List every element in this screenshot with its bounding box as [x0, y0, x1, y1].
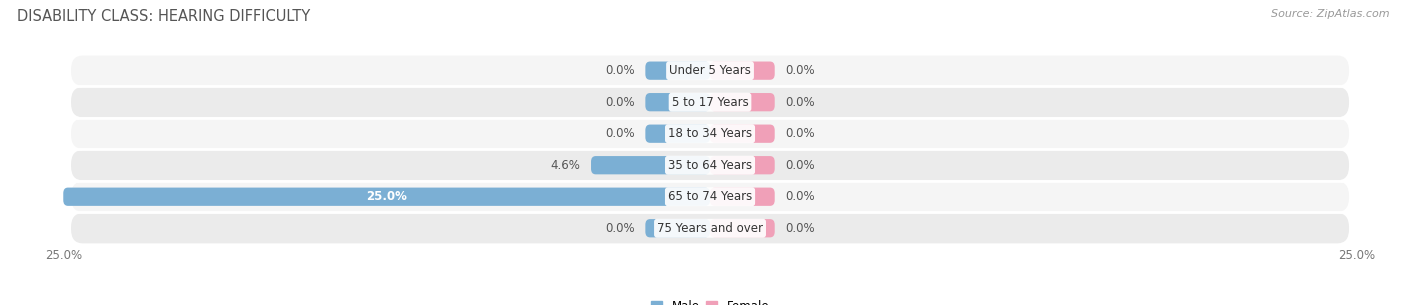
- Text: 18 to 34 Years: 18 to 34 Years: [668, 127, 752, 140]
- Text: Under 5 Years: Under 5 Years: [669, 64, 751, 77]
- Text: 0.0%: 0.0%: [785, 222, 814, 235]
- Text: 0.0%: 0.0%: [785, 127, 814, 140]
- FancyBboxPatch shape: [72, 213, 1348, 243]
- FancyBboxPatch shape: [72, 119, 1348, 149]
- Text: 5 to 17 Years: 5 to 17 Years: [672, 96, 748, 109]
- Text: 0.0%: 0.0%: [785, 96, 814, 109]
- Text: 35 to 64 Years: 35 to 64 Years: [668, 159, 752, 172]
- FancyBboxPatch shape: [645, 219, 710, 237]
- FancyBboxPatch shape: [710, 62, 775, 80]
- FancyBboxPatch shape: [710, 124, 775, 143]
- FancyBboxPatch shape: [710, 156, 775, 174]
- FancyBboxPatch shape: [72, 150, 1348, 180]
- Text: Source: ZipAtlas.com: Source: ZipAtlas.com: [1271, 9, 1389, 19]
- FancyBboxPatch shape: [645, 124, 710, 143]
- Text: 4.6%: 4.6%: [551, 159, 581, 172]
- Text: 0.0%: 0.0%: [785, 159, 814, 172]
- Text: 75 Years and over: 75 Years and over: [657, 222, 763, 235]
- FancyBboxPatch shape: [710, 219, 775, 237]
- FancyBboxPatch shape: [72, 56, 1348, 86]
- Text: 0.0%: 0.0%: [606, 96, 636, 109]
- Text: DISABILITY CLASS: HEARING DIFFICULTY: DISABILITY CLASS: HEARING DIFFICULTY: [17, 9, 311, 24]
- FancyBboxPatch shape: [645, 93, 710, 111]
- Text: 0.0%: 0.0%: [606, 127, 636, 140]
- FancyBboxPatch shape: [63, 188, 710, 206]
- FancyBboxPatch shape: [72, 181, 1348, 212]
- Text: 25.0%: 25.0%: [366, 190, 408, 203]
- Text: 0.0%: 0.0%: [606, 64, 636, 77]
- FancyBboxPatch shape: [710, 188, 775, 206]
- Text: 0.0%: 0.0%: [606, 222, 636, 235]
- Text: 65 to 74 Years: 65 to 74 Years: [668, 190, 752, 203]
- FancyBboxPatch shape: [72, 87, 1348, 117]
- FancyBboxPatch shape: [645, 62, 710, 80]
- FancyBboxPatch shape: [710, 93, 775, 111]
- Text: 0.0%: 0.0%: [785, 64, 814, 77]
- Legend: Male, Female: Male, Female: [645, 295, 775, 305]
- FancyBboxPatch shape: [591, 156, 710, 174]
- Text: 0.0%: 0.0%: [785, 190, 814, 203]
